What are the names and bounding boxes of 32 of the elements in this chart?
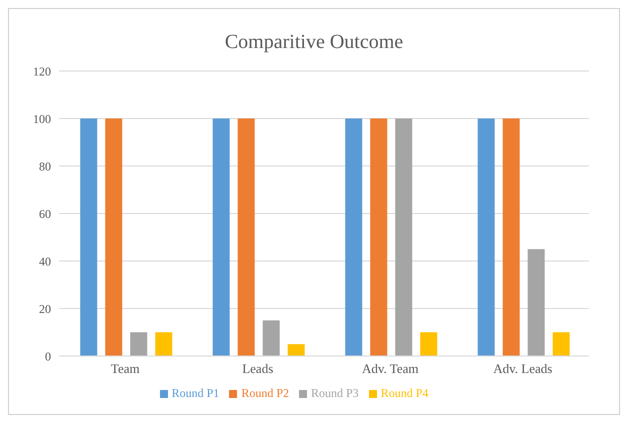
bar (105, 118, 122, 356)
legend-label: Round P4 (380, 386, 428, 400)
bar (420, 332, 438, 356)
bar (395, 118, 412, 356)
bar (262, 320, 280, 356)
bar (370, 118, 388, 356)
bar (288, 344, 305, 356)
chart-title: Comparitive Outcome (224, 30, 404, 55)
bar (552, 332, 570, 356)
x-tick-label: Team (110, 361, 140, 376)
bar (155, 332, 172, 356)
bar (502, 118, 520, 356)
y-tick-label: 20 (39, 302, 51, 316)
y-tick-label: 0 (45, 349, 51, 364)
y-tick-label: 80 (39, 159, 51, 174)
bar (212, 118, 230, 356)
bar (528, 249, 545, 356)
x-tick-label: Leads (242, 361, 274, 376)
legend-label: Round P1 (172, 386, 220, 400)
legend-label: Round P3 (311, 386, 359, 400)
y-tick-label: 120 (33, 64, 51, 78)
y-tick-label: 60 (39, 206, 51, 221)
bar (80, 118, 98, 356)
y-tick-label: 100 (33, 112, 51, 126)
bar (130, 332, 148, 356)
x-tick-label: Adv. Team (362, 361, 418, 376)
bar (478, 118, 495, 356)
x-tick-label: Adv. Leads (493, 361, 552, 376)
y-tick-label: 40 (39, 254, 51, 268)
bar (345, 118, 362, 356)
legend-label: Round P2 (241, 386, 289, 400)
bar (238, 118, 255, 356)
